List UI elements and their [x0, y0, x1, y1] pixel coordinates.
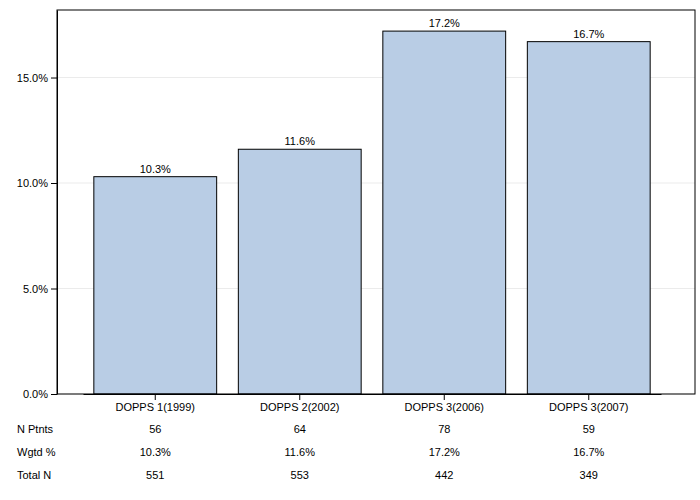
y-axis-line	[57, 11, 58, 395]
table-cell: 56	[149, 423, 161, 435]
x-axis-line	[84, 394, 662, 395]
bar	[94, 177, 217, 394]
table-cell: 551	[146, 469, 164, 481]
y-tick-mark	[51, 289, 57, 290]
x-tick: DOPPS 3(2007)	[549, 394, 628, 413]
table-cell: 64	[294, 423, 306, 435]
table-cell: 10.3%	[140, 446, 171, 458]
table-row-label: Wgtd %	[17, 446, 56, 458]
x-tick-label: DOPPS 2(2002)	[260, 401, 339, 413]
y-tick-mark	[51, 183, 57, 184]
table-row-label: Total N	[17, 469, 51, 481]
x-tick-label: DOPPS 3(2007)	[549, 401, 628, 413]
x-tick-mark	[155, 394, 156, 400]
x-tick-mark	[299, 394, 300, 400]
table-cell: 442	[435, 469, 453, 481]
table-cell: 59	[583, 423, 595, 435]
background	[0, 0, 700, 500]
table-cell: 349	[580, 469, 598, 481]
plot-frame	[57, 10, 695, 394]
y-tick: 5.0%	[23, 283, 57, 295]
x-tick-mark	[444, 394, 445, 400]
y-tick-label: 10.0%	[17, 177, 48, 189]
table-cell: 11.6%	[285, 446, 316, 458]
data-labels: 10.3% 11.6% 17.2% 16.7%	[140, 17, 605, 175]
y-tick-label: 5.0%	[23, 283, 48, 295]
table-cell: 553	[291, 469, 309, 481]
data-label: 10.3%	[140, 163, 171, 175]
x-tick: DOPPS 3(2006)	[405, 394, 484, 413]
y-tick-mark	[51, 78, 57, 79]
table-row-label: N Ptnts	[17, 423, 54, 435]
y-axis: 0.0% 5.0% 10.0% 15.0%	[17, 11, 58, 401]
x-tick-mark	[588, 394, 589, 400]
data-label: 16.7%	[573, 28, 604, 40]
bars	[94, 31, 650, 394]
data-label: 17.2%	[429, 17, 460, 29]
bar	[383, 31, 506, 394]
x-tick: DOPPS 2(2002)	[260, 394, 339, 413]
bar	[527, 42, 650, 394]
table-cell: 78	[438, 423, 450, 435]
chart: 10.3% 11.6% 17.2% 16.7% 0.0% 5.0% 10.0% 15.0% DO…	[0, 0, 700, 500]
x-tick: DOPPS 1(1999)	[116, 394, 195, 413]
x-axis: DOPPS 1(1999) DOPPS 2(2002) DOPPS 3(2006) D…	[84, 394, 662, 413]
data-label: 11.6%	[285, 135, 316, 147]
y-tick: 10.0%	[17, 177, 57, 189]
y-tick: 15.0%	[17, 72, 57, 84]
table-cell: 16.7%	[573, 446, 604, 458]
y-tick-label: 15.0%	[17, 72, 48, 84]
table-cell: 17.2%	[429, 446, 460, 458]
y-tick-mark	[51, 394, 57, 395]
table: N Ptnts 56 64 78 59 Wgtd % 10.3% 11.6% 17.2% 16.7…	[17, 423, 605, 481]
x-tick-label: DOPPS 1(1999)	[116, 401, 195, 413]
y-tick: 0.0%	[23, 388, 57, 400]
bar	[238, 149, 361, 394]
x-tick-label: DOPPS 3(2006)	[405, 401, 484, 413]
y-tick-label: 0.0%	[23, 388, 48, 400]
